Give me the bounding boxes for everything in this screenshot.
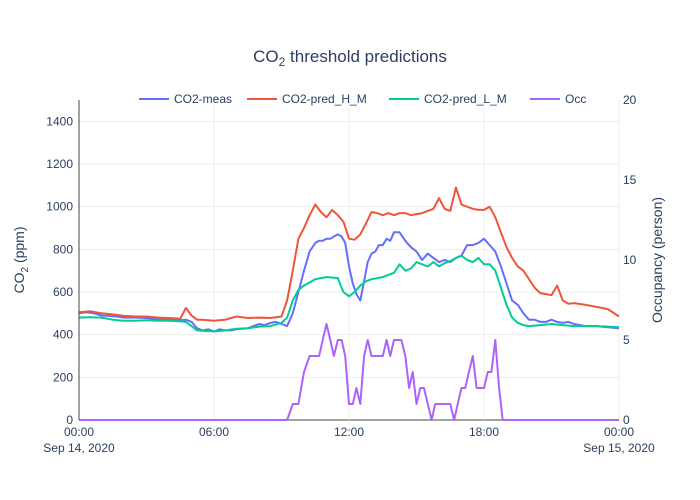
legend-label: Occ — [565, 92, 586, 106]
y-tick-label: 200 — [53, 370, 73, 384]
y-tick-label: 1200 — [46, 157, 73, 171]
y2-axis-title: Occupancy (person) — [649, 197, 665, 323]
y2-tick-label: 5 — [623, 333, 630, 347]
y-axis-title-subscript: 2 — [20, 267, 31, 273]
chart-title-subscript: 2 — [279, 55, 286, 69]
legend-label: CO2-pred_H_M — [282, 92, 367, 106]
plot-series — [78, 186, 620, 421]
y-tick-label: 1400 — [46, 114, 73, 128]
series-line-co2-pred-h-m — [78, 186, 620, 322]
legend-item[interactable]: CO2-meas — [139, 92, 232, 106]
legend-item[interactable]: Occ — [530, 92, 586, 106]
y-axis-title: CO2 (ppm) — [11, 226, 31, 293]
x-tick-label: 12:00 — [334, 425, 364, 439]
legend: CO2-meas CO2-pred_H_M CO2-pred_L_M Occ — [139, 92, 586, 106]
legend-item[interactable]: CO2-pred_H_M — [247, 92, 367, 106]
y-tick-label: 400 — [53, 328, 73, 342]
y2-tick-label: 10 — [623, 253, 637, 267]
x-tick-label: 18:00 — [469, 425, 499, 439]
legend-label: CO2-pred_L_M — [424, 92, 507, 106]
x-tick-date-label: Sep 15, 2020 — [583, 441, 655, 455]
y2-tick-label: 20 — [623, 93, 637, 107]
y-tick-label: 600 — [53, 285, 73, 299]
x-tick-label: 06:00 — [199, 425, 229, 439]
y2-tick-label: 15 — [623, 173, 637, 187]
y2-tick-label: 0 — [623, 413, 630, 427]
series-line-occ — [79, 323, 619, 421]
x-tick-date-label: Sep 14, 2020 — [43, 441, 115, 455]
y-tick-label: 1000 — [46, 200, 73, 214]
legend-label: CO2-meas — [174, 92, 232, 106]
x-tick-label: 00:00 — [64, 425, 94, 439]
x-tick-label: 00:00 — [604, 425, 634, 439]
legend-item[interactable]: CO2-pred_L_M — [389, 92, 507, 106]
chart-title: CO2 threshold predictions — [253, 47, 447, 69]
series-line-co2-pred-l-m — [78, 254, 620, 333]
y-tick-label: 800 — [53, 242, 73, 256]
y-tick-label: 0 — [66, 413, 73, 427]
